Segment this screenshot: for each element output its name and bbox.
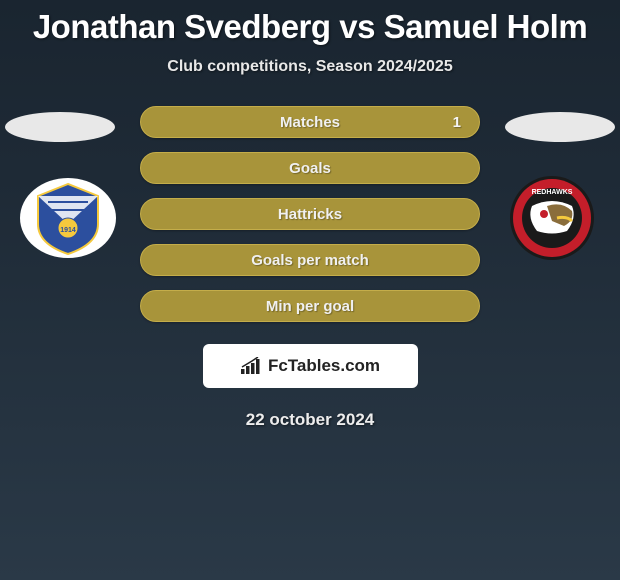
header-area: Jonathan Svedberg vs Samuel Holm Club co… (0, 0, 620, 76)
subtitle: Club competitions, Season 2024/2025 (0, 58, 620, 76)
content-area: 1914 REDHAWKS Matches 1 Goals Hattricks (0, 106, 620, 430)
stat-label: Hattricks (278, 206, 342, 223)
stat-label: Min per goal (266, 298, 354, 315)
stat-row-hattricks: Hattricks (140, 198, 480, 230)
stat-row-matches: Matches 1 (140, 106, 480, 138)
team-logo-left: 1914 (18, 176, 118, 261)
page-title: Jonathan Svedberg vs Samuel Holm (0, 8, 620, 46)
stats-column: Matches 1 Goals Hattricks Goals per matc… (140, 106, 480, 322)
stat-row-goals: Goals (140, 152, 480, 184)
stat-label: Goals per match (251, 252, 369, 269)
stat-row-mpg: Min per goal (140, 290, 480, 322)
stat-row-gpm: Goals per match (140, 244, 480, 276)
stat-label: Matches (280, 114, 340, 131)
branding-box[interactable]: FcTables.com (203, 344, 418, 388)
date-text: 22 october 2024 (0, 410, 620, 430)
chart-icon (240, 357, 262, 375)
stat-label: Goals (289, 160, 331, 177)
brand-text: FcTables.com (268, 356, 380, 376)
player-photo-left (5, 112, 115, 142)
stat-value-right: 1 (453, 114, 461, 131)
player-photo-right (505, 112, 615, 142)
svg-text:1914: 1914 (60, 227, 76, 234)
team-logo-right: REDHAWKS (502, 176, 602, 261)
svg-text:REDHAWKS: REDHAWKS (532, 189, 573, 196)
